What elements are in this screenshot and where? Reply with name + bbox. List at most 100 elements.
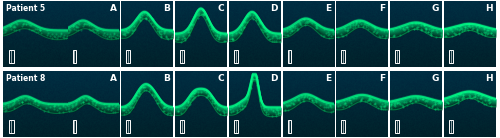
Point: [263, 33, 271, 35]
Point: [374, 35, 382, 37]
Point: [320, 106, 328, 108]
Point: [0, 106, 8, 109]
Point: [404, 30, 412, 32]
Point: [444, 33, 452, 35]
Point: [300, 18, 308, 20]
Point: [370, 26, 378, 29]
Point: [396, 102, 404, 104]
Point: [34, 31, 42, 34]
Point: [248, 16, 256, 18]
Point: [240, 105, 248, 108]
Point: [390, 102, 398, 104]
Point: [160, 30, 168, 32]
Text: E: E: [326, 4, 332, 13]
Point: [396, 103, 404, 105]
Point: [300, 100, 308, 102]
Point: [160, 110, 168, 113]
Point: [265, 31, 273, 33]
Point: [190, 92, 198, 94]
Point: [94, 107, 102, 109]
Point: [371, 27, 379, 29]
Point: [238, 104, 246, 106]
Point: [128, 102, 136, 104]
Point: [28, 24, 36, 26]
Point: [371, 103, 379, 105]
Point: [447, 28, 455, 30]
Point: [303, 19, 311, 22]
Point: [169, 31, 177, 33]
Point: [68, 104, 76, 106]
Point: [142, 89, 150, 91]
Point: [34, 102, 42, 104]
Point: [26, 24, 34, 26]
Point: [394, 101, 402, 103]
Text: F: F: [380, 74, 386, 83]
Point: [358, 97, 366, 99]
Point: [166, 112, 173, 115]
Point: [184, 28, 192, 30]
Point: [376, 100, 384, 102]
Point: [184, 31, 192, 33]
Point: [428, 34, 436, 36]
Point: [308, 22, 316, 24]
Point: [115, 104, 123, 106]
Point: [262, 36, 270, 38]
Point: [33, 28, 41, 30]
Point: [110, 33, 118, 35]
Point: [248, 74, 256, 76]
Point: [484, 29, 492, 31]
Point: [339, 106, 347, 108]
Point: [276, 108, 283, 110]
Point: [364, 98, 372, 101]
Point: [104, 105, 112, 107]
Point: [28, 29, 36, 31]
Point: [450, 32, 458, 34]
Point: [80, 23, 88, 25]
Point: [288, 29, 296, 31]
Point: [308, 99, 316, 101]
Point: [414, 95, 422, 98]
Point: [112, 104, 120, 106]
Point: [84, 22, 92, 24]
Point: [408, 101, 416, 104]
Point: [87, 29, 95, 31]
Point: [486, 102, 494, 104]
Point: [364, 28, 372, 30]
Point: [8, 103, 16, 106]
Point: [465, 23, 473, 25]
Point: [73, 100, 81, 102]
Point: [428, 106, 436, 108]
Bar: [72, 120, 76, 133]
Point: [422, 104, 430, 106]
Point: [164, 107, 172, 109]
Point: [91, 28, 99, 30]
Point: [248, 77, 256, 80]
Point: [428, 105, 436, 107]
Point: [148, 94, 156, 96]
Point: [72, 103, 80, 106]
Point: [432, 36, 440, 38]
Point: [294, 98, 302, 100]
Point: [216, 33, 224, 36]
Point: [160, 105, 168, 108]
Point: [189, 95, 197, 97]
Point: [390, 34, 398, 36]
Point: [156, 33, 164, 35]
Point: [194, 91, 202, 93]
Point: [43, 29, 51, 31]
Point: [334, 101, 342, 103]
Point: [436, 102, 444, 104]
Point: [90, 103, 98, 105]
Point: [190, 97, 198, 99]
Point: [285, 104, 293, 106]
Point: [482, 103, 490, 105]
Point: [352, 24, 360, 26]
Point: [408, 97, 416, 99]
Point: [100, 110, 108, 113]
Text: A: A: [110, 74, 116, 83]
Point: [132, 94, 140, 96]
Point: [158, 101, 166, 103]
Point: [10, 25, 18, 27]
Point: [316, 33, 324, 36]
Point: [487, 32, 495, 34]
